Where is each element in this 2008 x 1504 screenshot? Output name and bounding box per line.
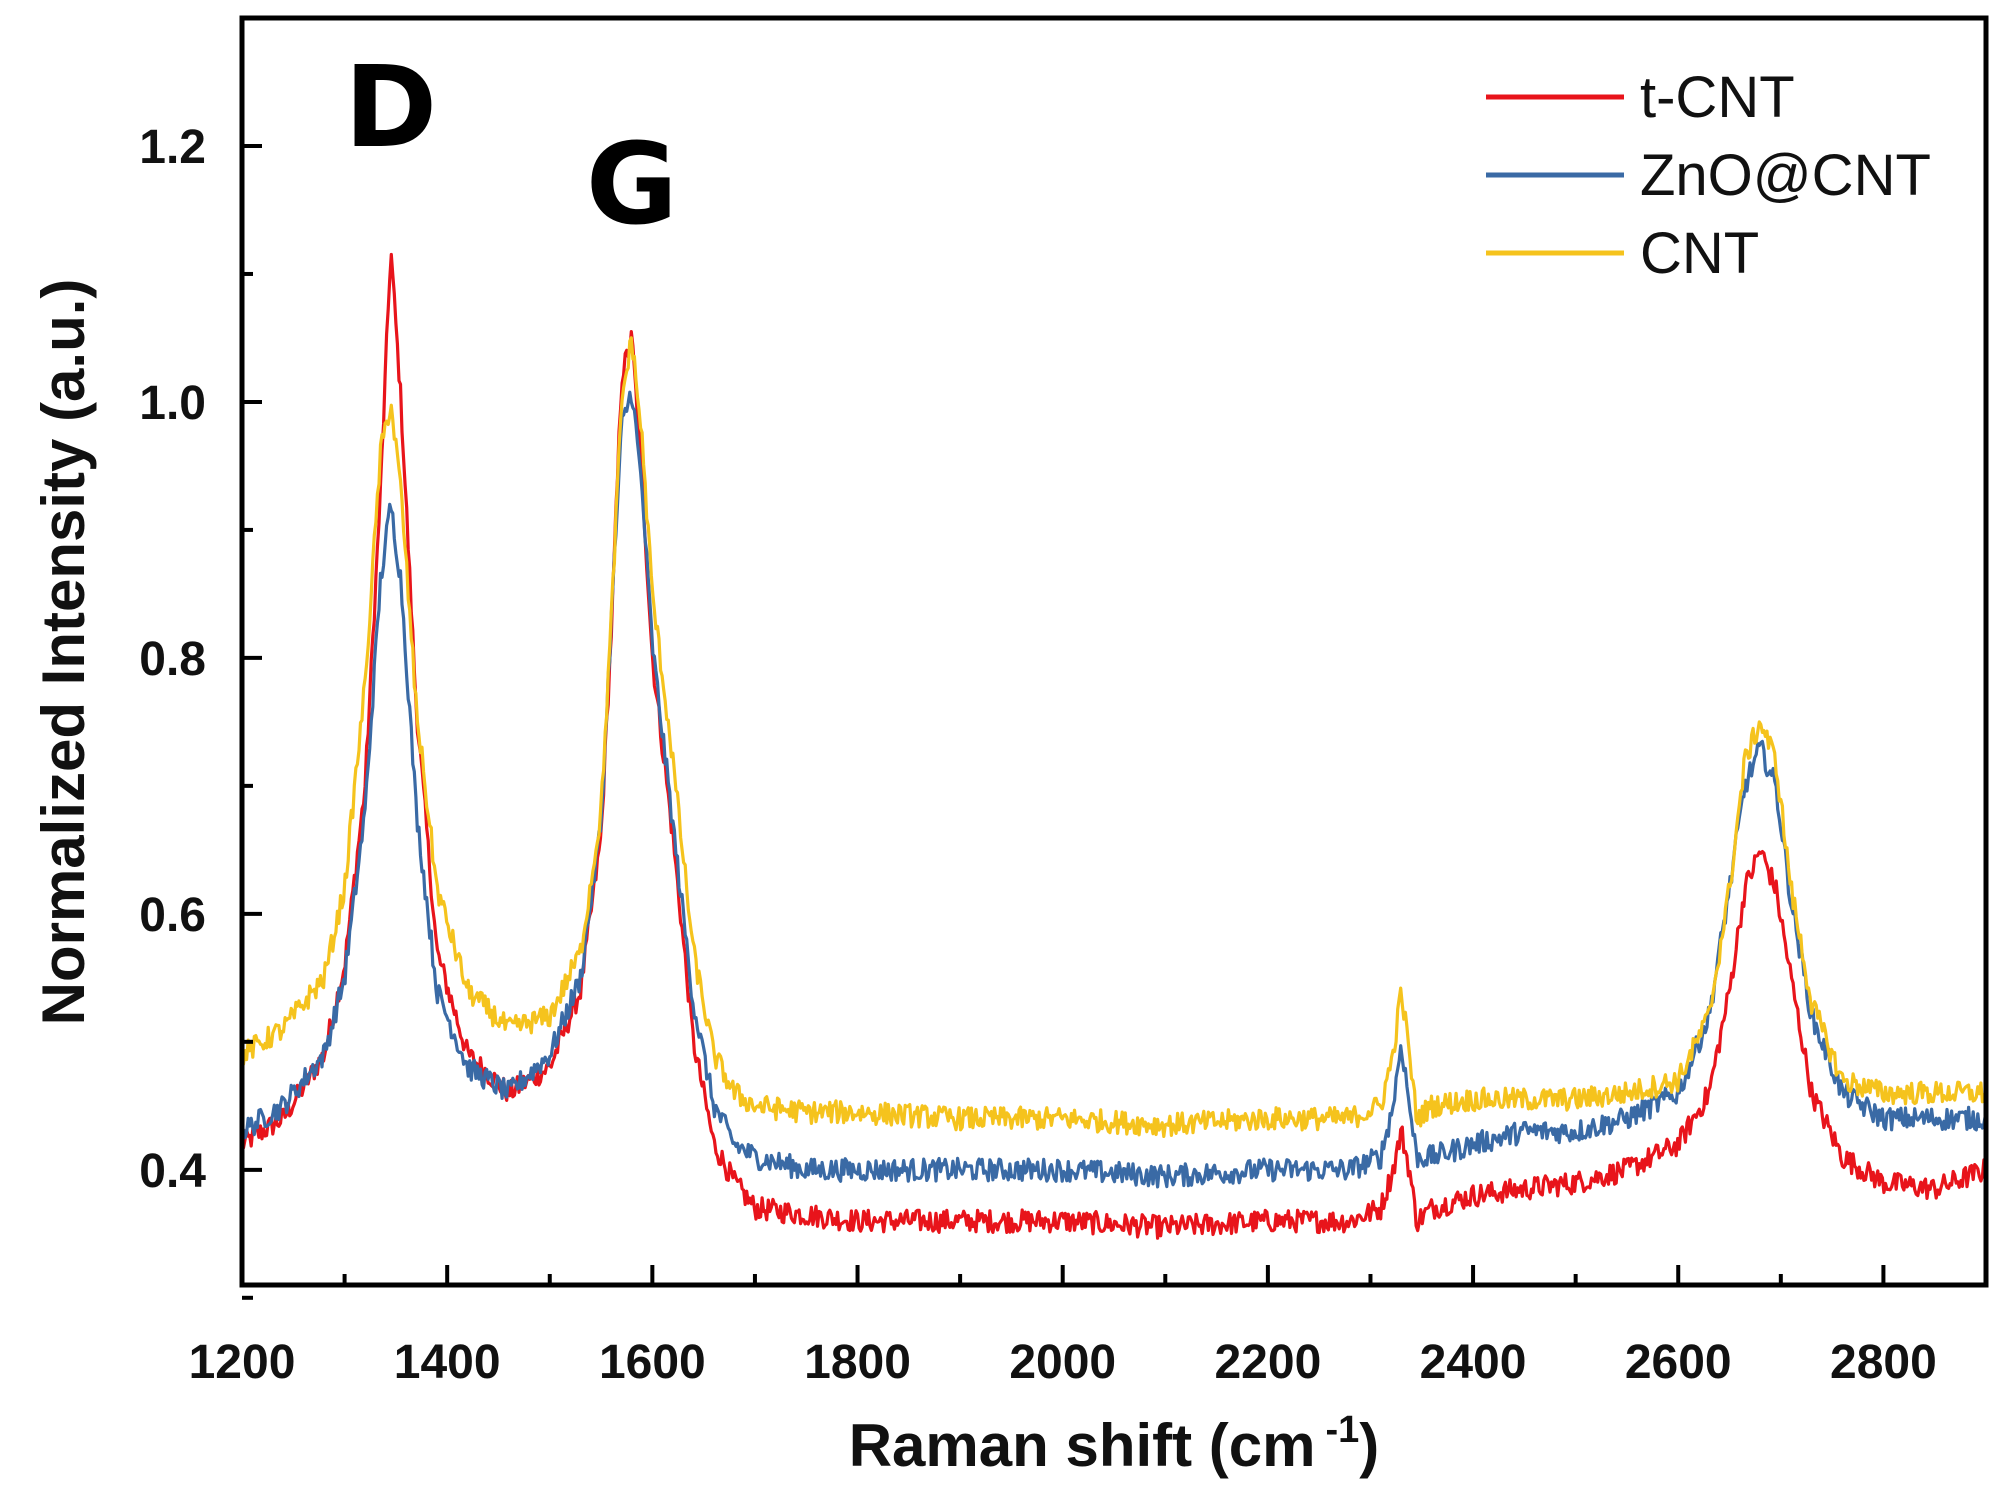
y-axis-ticks: 0.4 0.6 0.8 1.0 1.2 — [139, 16, 262, 1300]
plot-frame — [239, 15, 1989, 1288]
x-tick-label: 1800 — [804, 1336, 911, 1389]
x-tick-label: 2800 — [1830, 1336, 1937, 1389]
series-group — [240, 252, 1988, 1240]
x-tick-label: 2200 — [1214, 1336, 1321, 1389]
peak-label-d: D — [344, 43, 437, 173]
y-axis-title: Normalized Intensity (a.u.) — [30, 279, 97, 1026]
legend-label: ZnO@CNT — [1640, 143, 1931, 208]
x-axis-title: Raman shift (cm -1) — [849, 1409, 1380, 1479]
x-tick-label: 2000 — [1009, 1336, 1116, 1389]
y-tick-label: 0.6 — [139, 889, 206, 942]
y-tick-label: 0.4 — [139, 1145, 206, 1198]
legend: t-CNT ZnO@CNT CNT — [1486, 65, 1931, 286]
legend-label: t-CNT — [1640, 65, 1795, 130]
x-tick-label: 1400 — [394, 1336, 501, 1389]
series-line-zno-cnt — [240, 390, 1988, 1189]
x-axis-ticks: 1200 1400 1600 1800 2000 2200 2400 2600 2800 — [189, 1265, 1988, 1389]
y-tick-label: 1.0 — [139, 377, 206, 430]
x-tick-label: 1600 — [599, 1336, 706, 1389]
x-tick-label: 2600 — [1625, 1336, 1732, 1389]
series-line-cnt — [240, 336, 1988, 1138]
peak-annotations: DG — [344, 43, 678, 250]
legend-label: CNT — [1640, 221, 1759, 286]
x-tick-label: 2400 — [1420, 1336, 1527, 1389]
peak-label-g: G — [586, 120, 678, 250]
y-tick-label: 0.8 — [139, 633, 206, 686]
x-tick-label: 1200 — [189, 1336, 296, 1389]
y-tick-label: 1.2 — [139, 121, 206, 174]
